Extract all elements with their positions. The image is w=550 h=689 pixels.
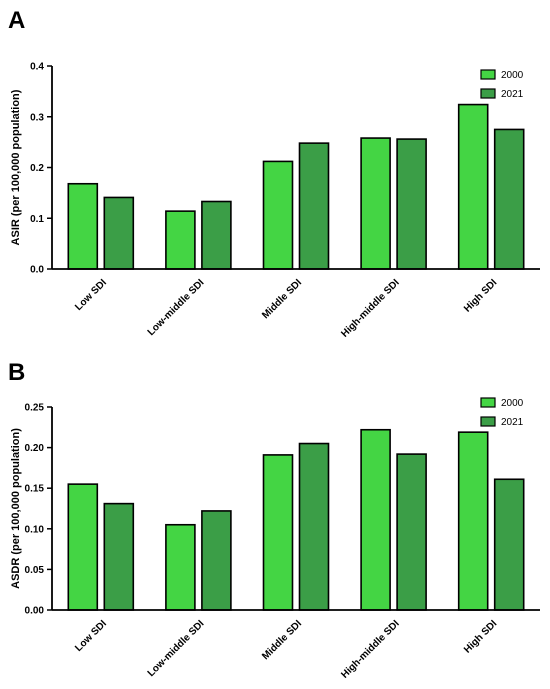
y-tick-label: 0.00 [25,606,45,617]
bar-2000-low-sdi [67,182,99,270]
bar-2000-high-sdi [457,103,489,270]
y-tick-label: 0.10 [25,524,45,535]
y-tick-label: 0.15 [25,484,45,495]
x-tick-label: Low SDI [73,277,109,313]
bar-2000-high-middle-sdi [360,428,391,611]
x-tick-label: Low-middle SDI [146,277,207,338]
bar-2021-low-middle-sdi [201,200,232,270]
x-tick-label: High SDI [462,277,499,314]
bar-2021-low-sdi [103,502,135,611]
y-tick-label: 0.3 [30,112,44,123]
y-tick-label: 0.05 [25,565,45,576]
y-tick-label: 0.2 [30,163,44,174]
y-axis-title: ASDR (per 100,000 population) [10,428,22,589]
y-tick-label: 0.0 [30,265,44,276]
x-tick-label: Middle SDI [260,618,304,662]
x-tick-label: High-middle SDI [339,618,402,681]
bar-2000-low-middle-sdi [165,210,196,270]
legend-swatch-2021 [480,416,496,427]
y-tick-label: 0.4 [30,62,44,73]
legend-label-2021: 2021 [501,417,524,428]
panel-letter: A [8,7,25,34]
y-tick-label: 0.25 [25,403,45,414]
bar-2021-high-middle-sdi [396,138,427,270]
legend-swatch-2021 [480,88,496,99]
panel-letter: B [8,359,25,386]
bar-2021-middle-sdi [298,142,330,270]
bar-2021-middle-sdi [298,442,330,611]
bar-2021-low-middle-sdi [201,510,232,611]
x-tick-label: Middle SDI [260,277,304,321]
legend-swatch-2000 [480,397,496,408]
bar-2021-high-sdi [493,128,525,270]
legend-label-2000: 2000 [501,398,524,409]
bar-2021-low-sdi [103,196,135,270]
bar-2000-high-sdi [457,431,489,611]
bar-2000-middle-sdi [262,160,294,270]
bar-2000-middle-sdi [262,454,294,611]
chart-panel-a: A ASIR (per 100,000 population) Low SDI Low… [8,7,540,340]
y-tick-label: 0.1 [30,214,44,225]
bar-2000-low-middle-sdi [165,523,196,611]
x-tick-label: Low SDI [73,618,109,654]
x-tick-label: High SDI [462,618,499,655]
legend-label-2000: 2000 [501,70,524,81]
y-tick-label: 0.20 [25,443,45,454]
legend-swatch-2000 [480,69,496,80]
bar-2000-low-sdi [67,483,99,611]
x-tick-label: High-middle SDI [339,277,402,340]
bar-2021-high-sdi [493,478,525,611]
legend-label-2021: 2021 [501,89,524,100]
bar-2021-high-middle-sdi [396,453,427,611]
chart-panel-b: B ASDR (per 100,000 population) Low SDI Low… [8,359,540,681]
x-tick-label: Low-middle SDI [146,618,207,679]
bar-2000-high-middle-sdi [360,137,391,270]
y-axis-title: ASIR (per 100,000 population) [10,89,22,245]
